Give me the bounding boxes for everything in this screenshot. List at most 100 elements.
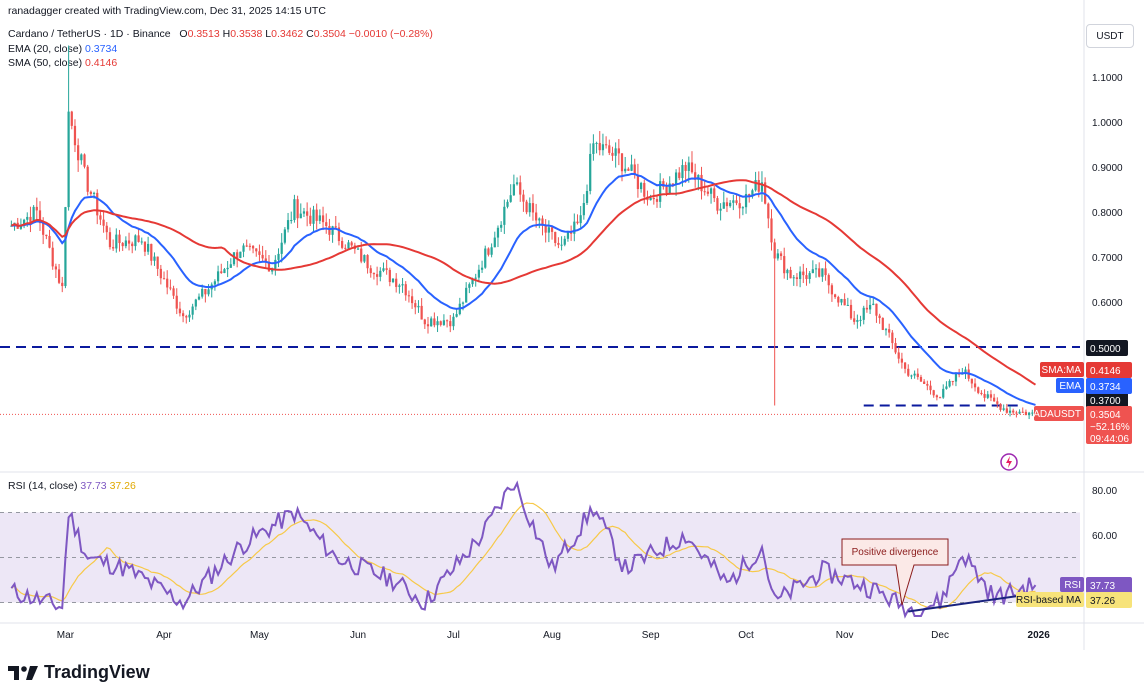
tag-sma: 0.4146 (1086, 362, 1132, 378)
brand-name: TradingView (44, 662, 150, 682)
candle-body (681, 165, 684, 179)
candle-body (280, 242, 283, 254)
ema-legend[interactable]: EMA (20, close) 0.3734 (8, 43, 117, 55)
candle-body (827, 275, 830, 286)
candle-body (156, 256, 159, 269)
candle-body (741, 207, 744, 209)
annotation-text: Positive divergence (852, 547, 939, 558)
candle-body (315, 209, 318, 221)
candle-body (490, 247, 493, 255)
candle-body (582, 202, 585, 216)
candle-body (382, 268, 385, 271)
sma-legend[interactable]: SMA (50, close) 0.4146 (8, 57, 117, 69)
candle-body (519, 182, 522, 195)
candle-body (480, 267, 484, 270)
candle-body (232, 252, 236, 265)
candle-body (684, 165, 687, 171)
candle-body (57, 269, 61, 283)
candle-body (496, 227, 500, 238)
candle-body (1002, 408, 1005, 410)
candle-body (45, 234, 48, 237)
high-label: H (222, 28, 231, 40)
candle-body (274, 259, 277, 269)
candle-body (127, 240, 131, 244)
candle-body (369, 268, 372, 274)
candle-body (875, 303, 878, 316)
candle-body (131, 243, 134, 247)
candle-body (220, 271, 223, 274)
candle-body (700, 174, 703, 192)
candle-body (986, 394, 989, 398)
ticker-chip: ADAUSDT (1033, 406, 1084, 421)
candle-body (808, 273, 811, 280)
candle-body (757, 180, 760, 192)
candle-body (1005, 408, 1008, 413)
candle-body (376, 274, 379, 277)
candle-body (401, 284, 404, 286)
candle-body (407, 295, 411, 297)
candle-body (185, 316, 188, 318)
candle-body (363, 255, 366, 262)
candle-body (226, 267, 229, 270)
candle-body (649, 197, 652, 201)
candle-body (143, 241, 147, 252)
candle-body (547, 227, 550, 233)
candle-body (557, 242, 560, 245)
flash-icon[interactable] (1000, 453, 1018, 471)
candle-body (535, 212, 538, 221)
candle-body (302, 211, 306, 214)
tag-level-050: 0.5000 (1086, 340, 1128, 356)
candle-body (926, 383, 929, 386)
candle-body (80, 154, 83, 161)
price-tick-label: 1.0000 (1092, 118, 1123, 129)
candle-body (1008, 410, 1012, 413)
candle-body (786, 269, 789, 274)
candle-body (121, 243, 124, 247)
open-value: 0.3513 (187, 28, 220, 40)
candle-body (216, 271, 220, 282)
candle-body (26, 216, 29, 220)
candle-body (919, 376, 923, 382)
candle-body (124, 240, 127, 247)
candle-body (655, 199, 659, 202)
candle-body (802, 271, 805, 276)
low-label: L (265, 28, 272, 40)
candle-body (598, 142, 601, 151)
candle-body (166, 278, 169, 288)
candle-body (833, 294, 837, 298)
candle-body (48, 236, 51, 248)
candle-body (830, 285, 834, 295)
tag-ema: 0.3734 (1086, 378, 1132, 394)
rsi-chip-text: RSI (1064, 580, 1081, 591)
candle-body (977, 387, 980, 393)
candle-body (471, 278, 474, 285)
candle-body (204, 288, 207, 295)
candle-body (35, 206, 38, 211)
candle-body (916, 373, 919, 377)
candle-body (659, 181, 662, 202)
tradingview-logo[interactable]: TradingView (8, 662, 150, 683)
candle-body (840, 298, 843, 303)
ema-line (11, 172, 1036, 406)
rsi-legend[interactable]: RSI (14, close) 37.73 37.26 (8, 480, 136, 492)
candle-body (251, 245, 255, 249)
tag-ticker-text: −52.16% (1090, 422, 1130, 433)
candle-body (662, 181, 665, 187)
candle-body (627, 168, 630, 171)
candle-body (865, 307, 869, 310)
currency-button[interactable]: USDT (1086, 24, 1134, 48)
candle-body (910, 375, 913, 377)
candle-body (579, 215, 582, 224)
ohlc-legend[interactable]: Cardano / TetherUS · 1D · Binance O0.351… (8, 28, 433, 40)
divergence-line (908, 592, 1036, 613)
tag-ticker-text: 0.3504 (1090, 410, 1121, 421)
candle-body (738, 203, 741, 209)
candle-body (754, 180, 757, 191)
tag-level-037-text: 0.3700 (1090, 396, 1121, 407)
levels-layer (0, 346, 1080, 415)
rsi-legend-value: 37.73 (80, 480, 107, 492)
candle-body (42, 223, 45, 235)
sma-legend-label: SMA (50, close) (8, 57, 83, 69)
ema-chip-text: EMA (1059, 381, 1081, 392)
